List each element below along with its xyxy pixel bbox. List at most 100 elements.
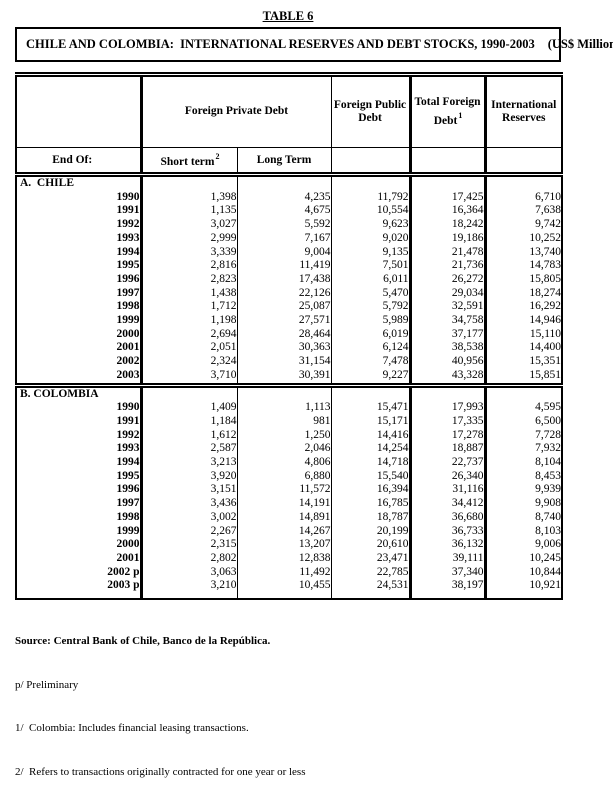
section-row: B. COLOMBIA [16, 382, 563, 402]
total-debt-cell: 36,680 [410, 510, 487, 525]
total-debt-cell: 18,887 [410, 442, 487, 457]
short-term-cell: 2,999 [141, 231, 238, 246]
long-term-cell: 14,191 [237, 497, 332, 511]
table-header: Foreign Private Debt Foreign Public Debt… [16, 74, 563, 177]
public-debt-cell: 6,124 [331, 341, 412, 356]
reserves-cell: 18,274 [529, 286, 562, 299]
long-term-cell: 5,592 [237, 218, 332, 232]
header-group-row: Foreign Private Debt Foreign Public Debt… [16, 74, 563, 148]
total-debt-cell: 18,242 [410, 218, 487, 232]
year-cell: 1998 [16, 510, 143, 525]
table-row: 2001 2,051 30,363 6,124 38,538 14,400 [16, 341, 562, 356]
table-row: 1990 1,409 1,113 15,471 17,993 4,595 [16, 401, 562, 415]
year-cell: 1997 [16, 286, 143, 301]
reserves-cell: 15,110 [529, 327, 562, 340]
total-debt-cell: 38,538 [410, 341, 487, 356]
public-debt-cell: 15,171 [331, 414, 412, 429]
spacer-row [16, 593, 562, 600]
year-cell: 1996 [16, 272, 143, 287]
public-debt-cell: 5,792 [331, 300, 412, 315]
year-cell: 1991 [16, 204, 143, 219]
long-term-cell: 4,806 [237, 456, 332, 470]
reserves-cell: 6,710 [535, 190, 562, 203]
long-term-cell: 1,113 [237, 401, 332, 415]
short-term-cell: 2,816 [141, 259, 238, 273]
short-term-cell: 2,324 [141, 355, 238, 369]
year-cell: 1993 [16, 442, 143, 457]
reserves-cell: 9,939 [535, 483, 562, 496]
short-term-cell: 3,213 [141, 456, 238, 470]
long-term-cell: 30,391 [237, 368, 332, 386]
table-row: 1995 3,920 6,880 15,540 26,340 8,453 [16, 469, 562, 484]
table-row: 2000 2,694 28,464 6,019 37,177 15,110 [16, 327, 562, 342]
table-row: 2000 2,315 13,207 20,610 36,132 9,006 [16, 538, 562, 552]
reserves-cell: 16,292 [529, 300, 562, 313]
total-debt-cell: 43,328 [410, 368, 487, 386]
total-debt-cell: 17,278 [410, 428, 487, 443]
short-term-cell: 1,438 [141, 286, 238, 301]
year-cell: 1991 [16, 414, 143, 429]
total-debt-cell: 36,733 [410, 524, 487, 539]
long-term-cell: 2,046 [237, 442, 332, 457]
year-cell: 1998 [16, 300, 143, 315]
long-term-cell: 28,464 [237, 327, 332, 342]
table-row: 1996 2,823 17,438 6,011 26,272 15,805 [16, 272, 562, 287]
header-foreign-public-debt: Foreign Public Debt [331, 74, 412, 148]
long-term-cell: 4,675 [237, 204, 332, 219]
header-empty-cell [410, 147, 487, 177]
year-cell: 1995 [16, 259, 143, 273]
reserves-cell: 15,851 [529, 368, 562, 381]
table-title-text: CHILE AND COLOMBIA: INTERNATIONAL RESERV… [26, 37, 535, 51]
year-cell: 1999 [16, 314, 143, 328]
table-row: 2003 p 3,210 10,455 24,531 38,197 10,921 [16, 579, 562, 594]
year-cell: 2000 [16, 327, 143, 342]
public-debt-cell: 11,792 [331, 190, 412, 205]
header-empty-cell [485, 147, 563, 177]
reserves-cell: 10,921 [529, 579, 562, 592]
public-debt-cell: 7,501 [331, 259, 412, 273]
long-term-cell: 14,267 [237, 524, 332, 539]
table-row: 1992 1,612 1,250 14,416 17,278 7,728 [16, 428, 562, 443]
public-debt-cell: 9,623 [331, 218, 412, 232]
table-row: 1999 1,198 27,571 5,989 34,758 14,946 [16, 314, 562, 328]
public-debt-cell: 16,785 [331, 497, 412, 511]
short-term-cell: 3,151 [141, 483, 238, 498]
total-debt-cell: 31,116 [410, 483, 487, 498]
document-page: TABLE 6 CHILE AND COLOMBIA: INTERNATIONA… [15, 0, 613, 808]
short-term-cell: 2,823 [141, 272, 238, 287]
public-debt-cell: 20,610 [331, 538, 412, 552]
reserves-cell: 10,252 [529, 231, 562, 244]
year-cell: 1996 [16, 483, 143, 498]
public-debt-cell: 6,011 [331, 272, 412, 287]
reserves-cell: 8,740 [535, 510, 562, 523]
end-of-label: End Of: [16, 147, 143, 177]
table-row: 1991 1,135 4,675 10,554 16,364 7,638 [16, 204, 562, 219]
year-cell: 2002 [16, 355, 143, 369]
short-term-cell: 3,002 [141, 510, 238, 525]
short-term-cell: 3,339 [141, 245, 238, 260]
total-debt-cell: 36,132 [410, 538, 487, 552]
short-term-cell: 1,712 [141, 300, 238, 315]
year-cell: 2003 p [16, 579, 143, 594]
total-debt-cell: 22,737 [410, 456, 487, 470]
short-term-cell: 3,436 [141, 497, 238, 511]
reserves-cell: 9,908 [535, 497, 562, 510]
public-debt-cell: 18,787 [331, 510, 412, 525]
reserves-cell: 15,351 [529, 355, 562, 368]
header-international-reserves: International Reserves [485, 74, 563, 148]
public-debt-cell: 9,020 [331, 231, 412, 246]
data-table: Foreign Private Debt Foreign Public Debt… [15, 72, 564, 601]
section-label: B. COLOMBIA [16, 382, 143, 402]
short-term-cell: 3,027 [141, 218, 238, 232]
reserves-cell: 6,500 [535, 414, 562, 427]
long-term-cell: 25,087 [237, 300, 332, 315]
reserves-cell: 14,783 [529, 259, 562, 272]
year-cell: 1995 [16, 469, 143, 484]
public-debt-cell: 15,471 [331, 401, 412, 415]
table-row: 1991 1,184 981 15,171 17,335 6,500 [16, 414, 562, 429]
total-debt-cell: 17,335 [410, 414, 487, 429]
reserves-cell: 7,728 [535, 428, 562, 441]
total-debt-cell: 39,111 [410, 551, 487, 566]
short-term-footnote-marker: 2 [215, 151, 220, 161]
table-row: 1999 2,267 14,267 20,199 36,733 8,103 [16, 524, 562, 539]
